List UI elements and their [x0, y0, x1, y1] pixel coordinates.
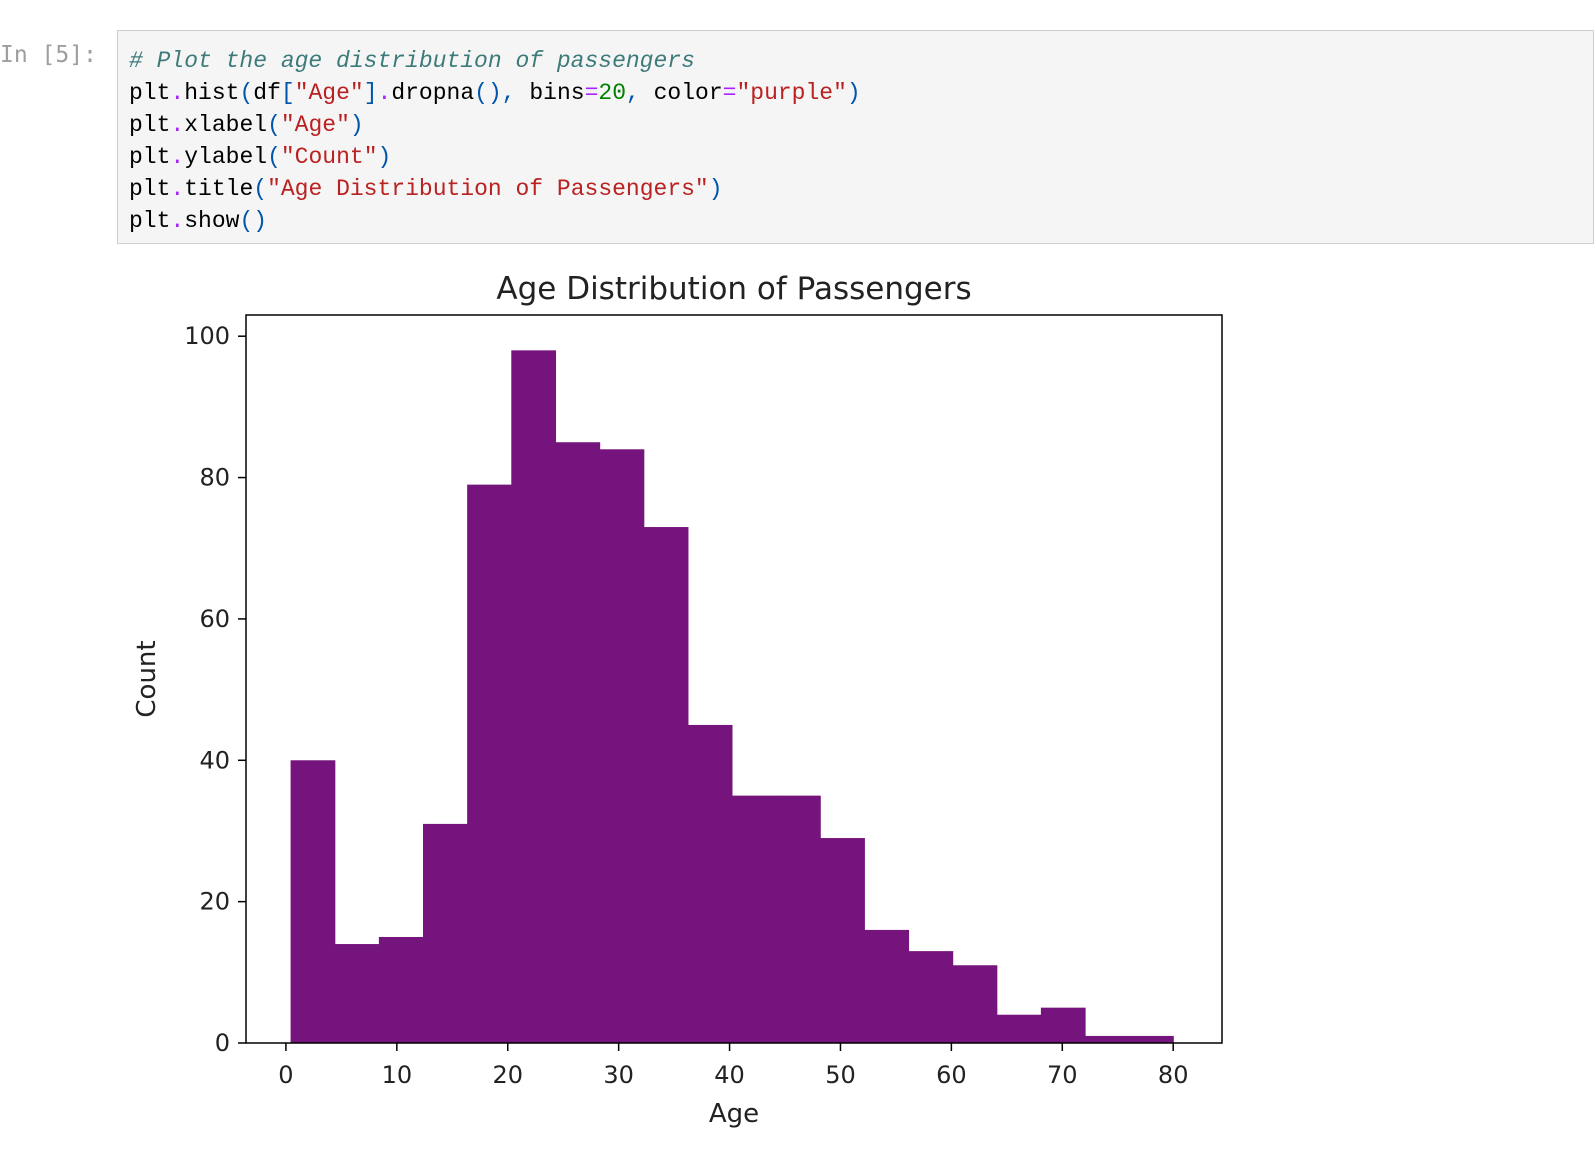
histogram-bar [731, 795, 777, 1043]
code-line: # Plot the age distribution of passenger… [129, 45, 1593, 77]
code-cell-editor[interactable]: # Plot the age distribution of passenger… [117, 30, 1594, 244]
code-token: "Count" [280, 144, 378, 170]
code-line: plt.hist(df["Age"].dropna(), bins=20, co… [129, 77, 1593, 109]
code-token: . [170, 176, 185, 202]
y-axis-label: Count [132, 640, 162, 717]
code-token: 20 [598, 80, 627, 106]
histogram-bar [334, 944, 380, 1043]
histogram-bar [820, 838, 865, 1043]
code-token: dropna [391, 80, 475, 106]
y-tick-label: 60 [199, 605, 230, 633]
code-token: . [170, 80, 185, 106]
code-token: title [184, 176, 254, 202]
histogram-bar [378, 936, 424, 1043]
code-token: ( [239, 80, 254, 106]
cell-prompt: In [5]: [0, 42, 97, 68]
code-token: df [253, 80, 281, 106]
histogram-bar [776, 795, 821, 1043]
histogram-bar [511, 350, 557, 1043]
histogram-bar [599, 449, 645, 1043]
code-token: ) [846, 80, 861, 106]
code-token: , [626, 80, 640, 106]
code-token: = [722, 80, 737, 106]
code-token: . [170, 112, 185, 138]
histogram-bar [290, 760, 336, 1043]
x-tick-label: 60 [936, 1061, 967, 1089]
code-token: "Age" [294, 80, 364, 106]
cell-output: 0 10 20 30 40 50 60 70 80 0 20 40 60 80 100 Age Distr… [117, 254, 1594, 1164]
histogram-bar [996, 1014, 1042, 1043]
x-tick-label: 50 [825, 1061, 856, 1089]
histogram-bar [467, 484, 512, 1043]
code-token: ) [377, 144, 392, 170]
code-token: plt [129, 208, 171, 234]
histogram-bar [1040, 1007, 1086, 1043]
x-tick-label: 0 [278, 1061, 293, 1089]
code-token: ) [349, 112, 364, 138]
code-token: plt [129, 176, 171, 202]
histogram-bar [952, 965, 998, 1043]
histogram-bar [643, 527, 689, 1043]
x-tick-label: 30 [603, 1061, 634, 1089]
code-token: [ [280, 80, 295, 106]
code-line: plt.xlabel("Age") [129, 109, 1593, 141]
code-token: ylabel [184, 144, 268, 170]
code-token: plt [129, 144, 171, 170]
histogram-bar [555, 442, 601, 1044]
histogram-bar [1129, 1035, 1174, 1043]
x-tick-label: 40 [714, 1061, 745, 1089]
code-token: ( [267, 112, 281, 138]
x-tick-label: 80 [1158, 1061, 1189, 1089]
histogram-bar [1085, 1035, 1130, 1043]
code-token: (), [474, 80, 516, 106]
code-line: plt.show() [129, 205, 1593, 237]
code-token: ( [253, 176, 268, 202]
x-tick-label: 20 [492, 1061, 523, 1089]
code-token: # Plot the age distribution of passenger… [129, 48, 695, 74]
y-tick-label: 20 [199, 888, 230, 916]
code-token: ( [267, 144, 281, 170]
histogram-bar [423, 823, 468, 1043]
code-token: xlabel [184, 112, 268, 138]
code-token: show [184, 208, 240, 234]
plot-frame [245, 314, 1223, 1044]
code-token: ] [363, 80, 378, 106]
code-token: = [584, 80, 599, 106]
code-line: plt.ylabel("Count") [129, 141, 1593, 173]
code-token: bins [515, 80, 585, 106]
x-tick-label: 70 [1047, 1061, 1078, 1089]
histogram-bar [687, 724, 733, 1043]
code-line: plt.title("Age Distribution of Passenger… [129, 173, 1593, 205]
y-tick-label: 0 [215, 1029, 230, 1057]
y-tick-label: 40 [199, 746, 230, 774]
x-axis-label: Age [709, 1099, 759, 1129]
code-token: . [377, 80, 392, 106]
code-token: "Age" [280, 112, 350, 138]
code-token: () [239, 208, 268, 234]
code-token: . [170, 208, 185, 234]
code-token: hist [184, 80, 240, 106]
code-token: "purple" [736, 80, 847, 106]
code-token: ) [708, 176, 723, 202]
code-token: plt [129, 80, 171, 106]
y-tick-label: 80 [199, 464, 230, 492]
chart-title: Age Distribution of Passengers [496, 271, 971, 307]
code-token: . [170, 144, 185, 170]
code-token: color [639, 80, 723, 106]
code-token: "Age Distribution of Passengers" [267, 176, 709, 202]
y-tick-label: 100 [184, 322, 230, 350]
code-token: plt [129, 112, 171, 138]
histogram-bar [908, 951, 954, 1043]
histogram-bar [864, 929, 910, 1043]
histogram-chart: 0 10 20 30 40 50 60 70 80 0 20 40 60 80 100 Age Distr… [132, 271, 1223, 1129]
x-tick-label: 10 [382, 1061, 413, 1089]
